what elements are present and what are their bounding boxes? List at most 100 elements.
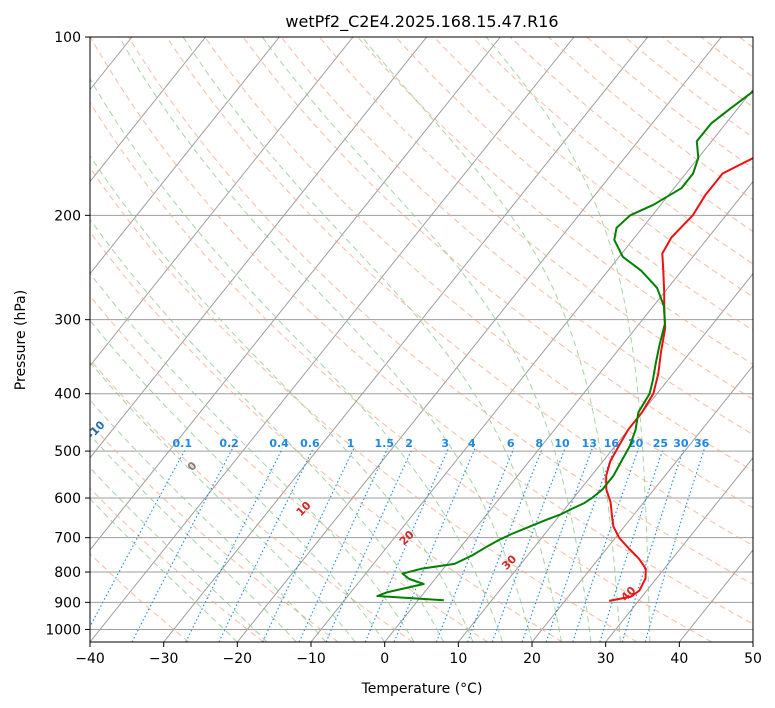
mixing-ratio-label: 3 <box>441 437 449 450</box>
moist-adiabat-line <box>118 37 533 642</box>
x-tick-label: −40 <box>75 651 105 667</box>
mixing-ratio-line <box>131 448 233 642</box>
reference-line-labels: 0.10.20.40.611.52346810131620253036-100-… <box>90 418 710 604</box>
dry-adiabat-line <box>700 37 753 78</box>
y-axis-label: Pressure (hPa) <box>13 290 29 390</box>
mixing-ratio-label: 0.1 <box>172 437 192 450</box>
isotherm-line <box>90 37 354 367</box>
dry-adiabat-line <box>319 37 753 400</box>
y-tick-label: 500 <box>54 444 81 460</box>
dry-adiabat-line <box>509 37 753 233</box>
mixing-ratio-line <box>185 448 283 642</box>
isotherm-line <box>90 37 428 459</box>
dry-adiabat-line <box>90 487 264 642</box>
mixing-ratio-label: 4 <box>468 437 476 450</box>
moist-adiabat-line <box>90 272 415 642</box>
moist-adiabat-line <box>261 37 592 642</box>
chart-title: wetPf2_C2E4.2025.168.15.47.R16 <box>285 12 558 32</box>
mixing-ratio-line <box>218 448 314 642</box>
dry-adiabat-line <box>90 553 190 642</box>
dry-adiabat-line <box>90 231 563 642</box>
moist-adiabat-line <box>90 434 297 642</box>
mixing-ratio-label: 25 <box>653 437 668 450</box>
mixing-ratio-label: 30 <box>673 437 689 450</box>
dry-adiabat-line <box>90 166 638 642</box>
x-axis-label: Temperature (°C) <box>361 681 483 697</box>
moist-adiabat-line <box>90 361 356 642</box>
isotherm-line <box>605 457 753 642</box>
dry-adiabat-line <box>90 422 339 642</box>
y-tick-label: 200 <box>54 208 81 224</box>
mixing-ratio-line <box>435 448 515 642</box>
dry-adiabat-line <box>128 37 753 585</box>
x-tick-label: −10 <box>296 651 326 667</box>
isotherm-line <box>384 180 753 642</box>
moist-adiabat-line <box>182 37 562 642</box>
mixing-ratio-label: 1 <box>347 437 355 450</box>
mixing-ratio-label: 16 <box>604 437 620 450</box>
mixing-ratio-label: 13 <box>582 437 597 450</box>
mixing-ratio-line <box>298 448 388 642</box>
moist-adiabat-line <box>90 154 474 642</box>
mixing-ratio-line <box>621 448 685 642</box>
y-tick-label: 900 <box>54 595 81 611</box>
x-tick-label: 30 <box>597 651 615 667</box>
plot-frame <box>89 36 754 643</box>
reference-lines <box>90 37 753 642</box>
isotherm-line <box>90 37 280 275</box>
y-axis-ticks: 100 200 300 400 500 600 700 800 900 1000 <box>45 30 90 638</box>
dry-adiabat-line <box>433 37 753 298</box>
mixing-ratio-label: 0.6 <box>300 437 320 450</box>
dry-adiabat-line <box>662 37 753 108</box>
mixing-ratio-label: 1.5 <box>375 437 395 450</box>
x-axis-ticks: −40 −30 −20 −10 0 10 20 30 40 50 <box>75 642 762 667</box>
isotherm-line <box>90 37 501 551</box>
dry-adiabat-line <box>471 37 753 265</box>
mixing-ratio-label: 0.4 <box>269 437 289 450</box>
dry-adiabat-line <box>586 37 753 169</box>
isotherm-line <box>678 549 753 642</box>
mixing-ratio-line <box>466 448 543 642</box>
mixing-ratio-label: 0.2 <box>219 437 239 450</box>
isotherm-line <box>90 37 575 642</box>
temperature-profile-line <box>605 157 753 602</box>
dry-adiabat-label: 10 <box>294 499 314 519</box>
mixing-ratio-line <box>90 448 187 628</box>
dry-adiabat-line <box>90 37 753 625</box>
dewpoint-profile-line <box>376 90 753 602</box>
mixing-ratio-label: 10 <box>554 437 570 450</box>
dry-adiabat-line <box>242 37 753 472</box>
x-tick-label: 20 <box>523 651 541 667</box>
isotherm-line <box>457 272 753 642</box>
y-tick-label: 1000 <box>45 622 81 638</box>
mixing-ratio-label: 36 <box>694 437 710 450</box>
mixing-ratio-line <box>599 448 664 642</box>
dry-adiabat-line <box>357 37 753 366</box>
dry-adiabat-line <box>90 358 414 642</box>
isotherm-line <box>236 37 722 642</box>
isotherm-line <box>310 88 753 642</box>
y-tick-label: 800 <box>54 565 81 581</box>
moist-adiabat-line <box>361 37 621 642</box>
mixing-ratio-label: 8 <box>535 437 543 450</box>
isotherm-line <box>752 641 753 642</box>
y-tick-label: 700 <box>54 531 81 547</box>
x-tick-label: 0 <box>380 651 389 667</box>
x-tick-label: 10 <box>449 651 467 667</box>
mixing-ratio-line <box>491 448 566 642</box>
moist-adiabat-line <box>90 498 238 642</box>
moist-adiabat-line <box>90 77 503 642</box>
moist-adiabat-line <box>90 319 386 642</box>
moist-adiabat-line <box>485 37 651 642</box>
y-tick-label: 300 <box>54 313 81 329</box>
isotherm-line <box>90 37 207 183</box>
mixing-ratio-label: 2 <box>405 437 413 450</box>
moist-adiabat-line <box>90 218 445 642</box>
mixing-ratio-line <box>262 448 355 642</box>
dry-adiabat-line <box>90 101 712 642</box>
isotherm-line <box>163 37 649 642</box>
mixing-ratio-line <box>393 448 476 642</box>
y-tick-label: 600 <box>54 491 81 507</box>
background-grid <box>90 37 753 642</box>
